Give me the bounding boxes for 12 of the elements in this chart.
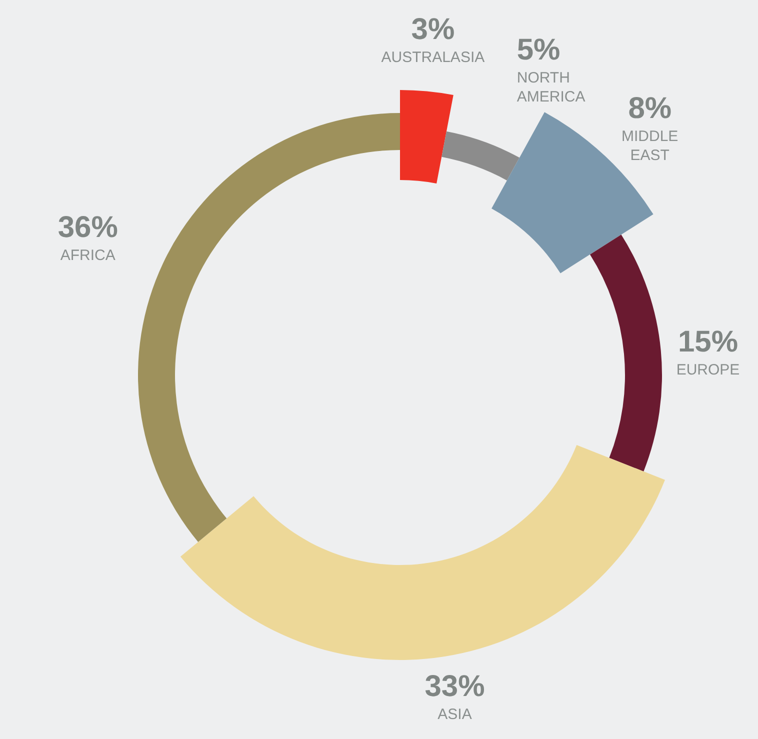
slice-label: EUROPE	[676, 362, 740, 379]
slice-label: ASIA	[438, 706, 472, 723]
data-label: 3%	[411, 13, 455, 46]
slice-label: AFRICA	[60, 247, 116, 264]
data-label: 33%	[424, 670, 485, 703]
data-label: 8%	[628, 92, 672, 125]
data-label: 5%	[516, 33, 560, 66]
slice-label: AUSTRALASIA	[381, 49, 485, 66]
data-label: 36%	[58, 211, 118, 244]
slice-label: NORTH AMERICA	[516, 69, 586, 106]
data-label: 15%	[678, 326, 738, 359]
slice-label: MIDDLE EAST	[622, 128, 678, 164]
